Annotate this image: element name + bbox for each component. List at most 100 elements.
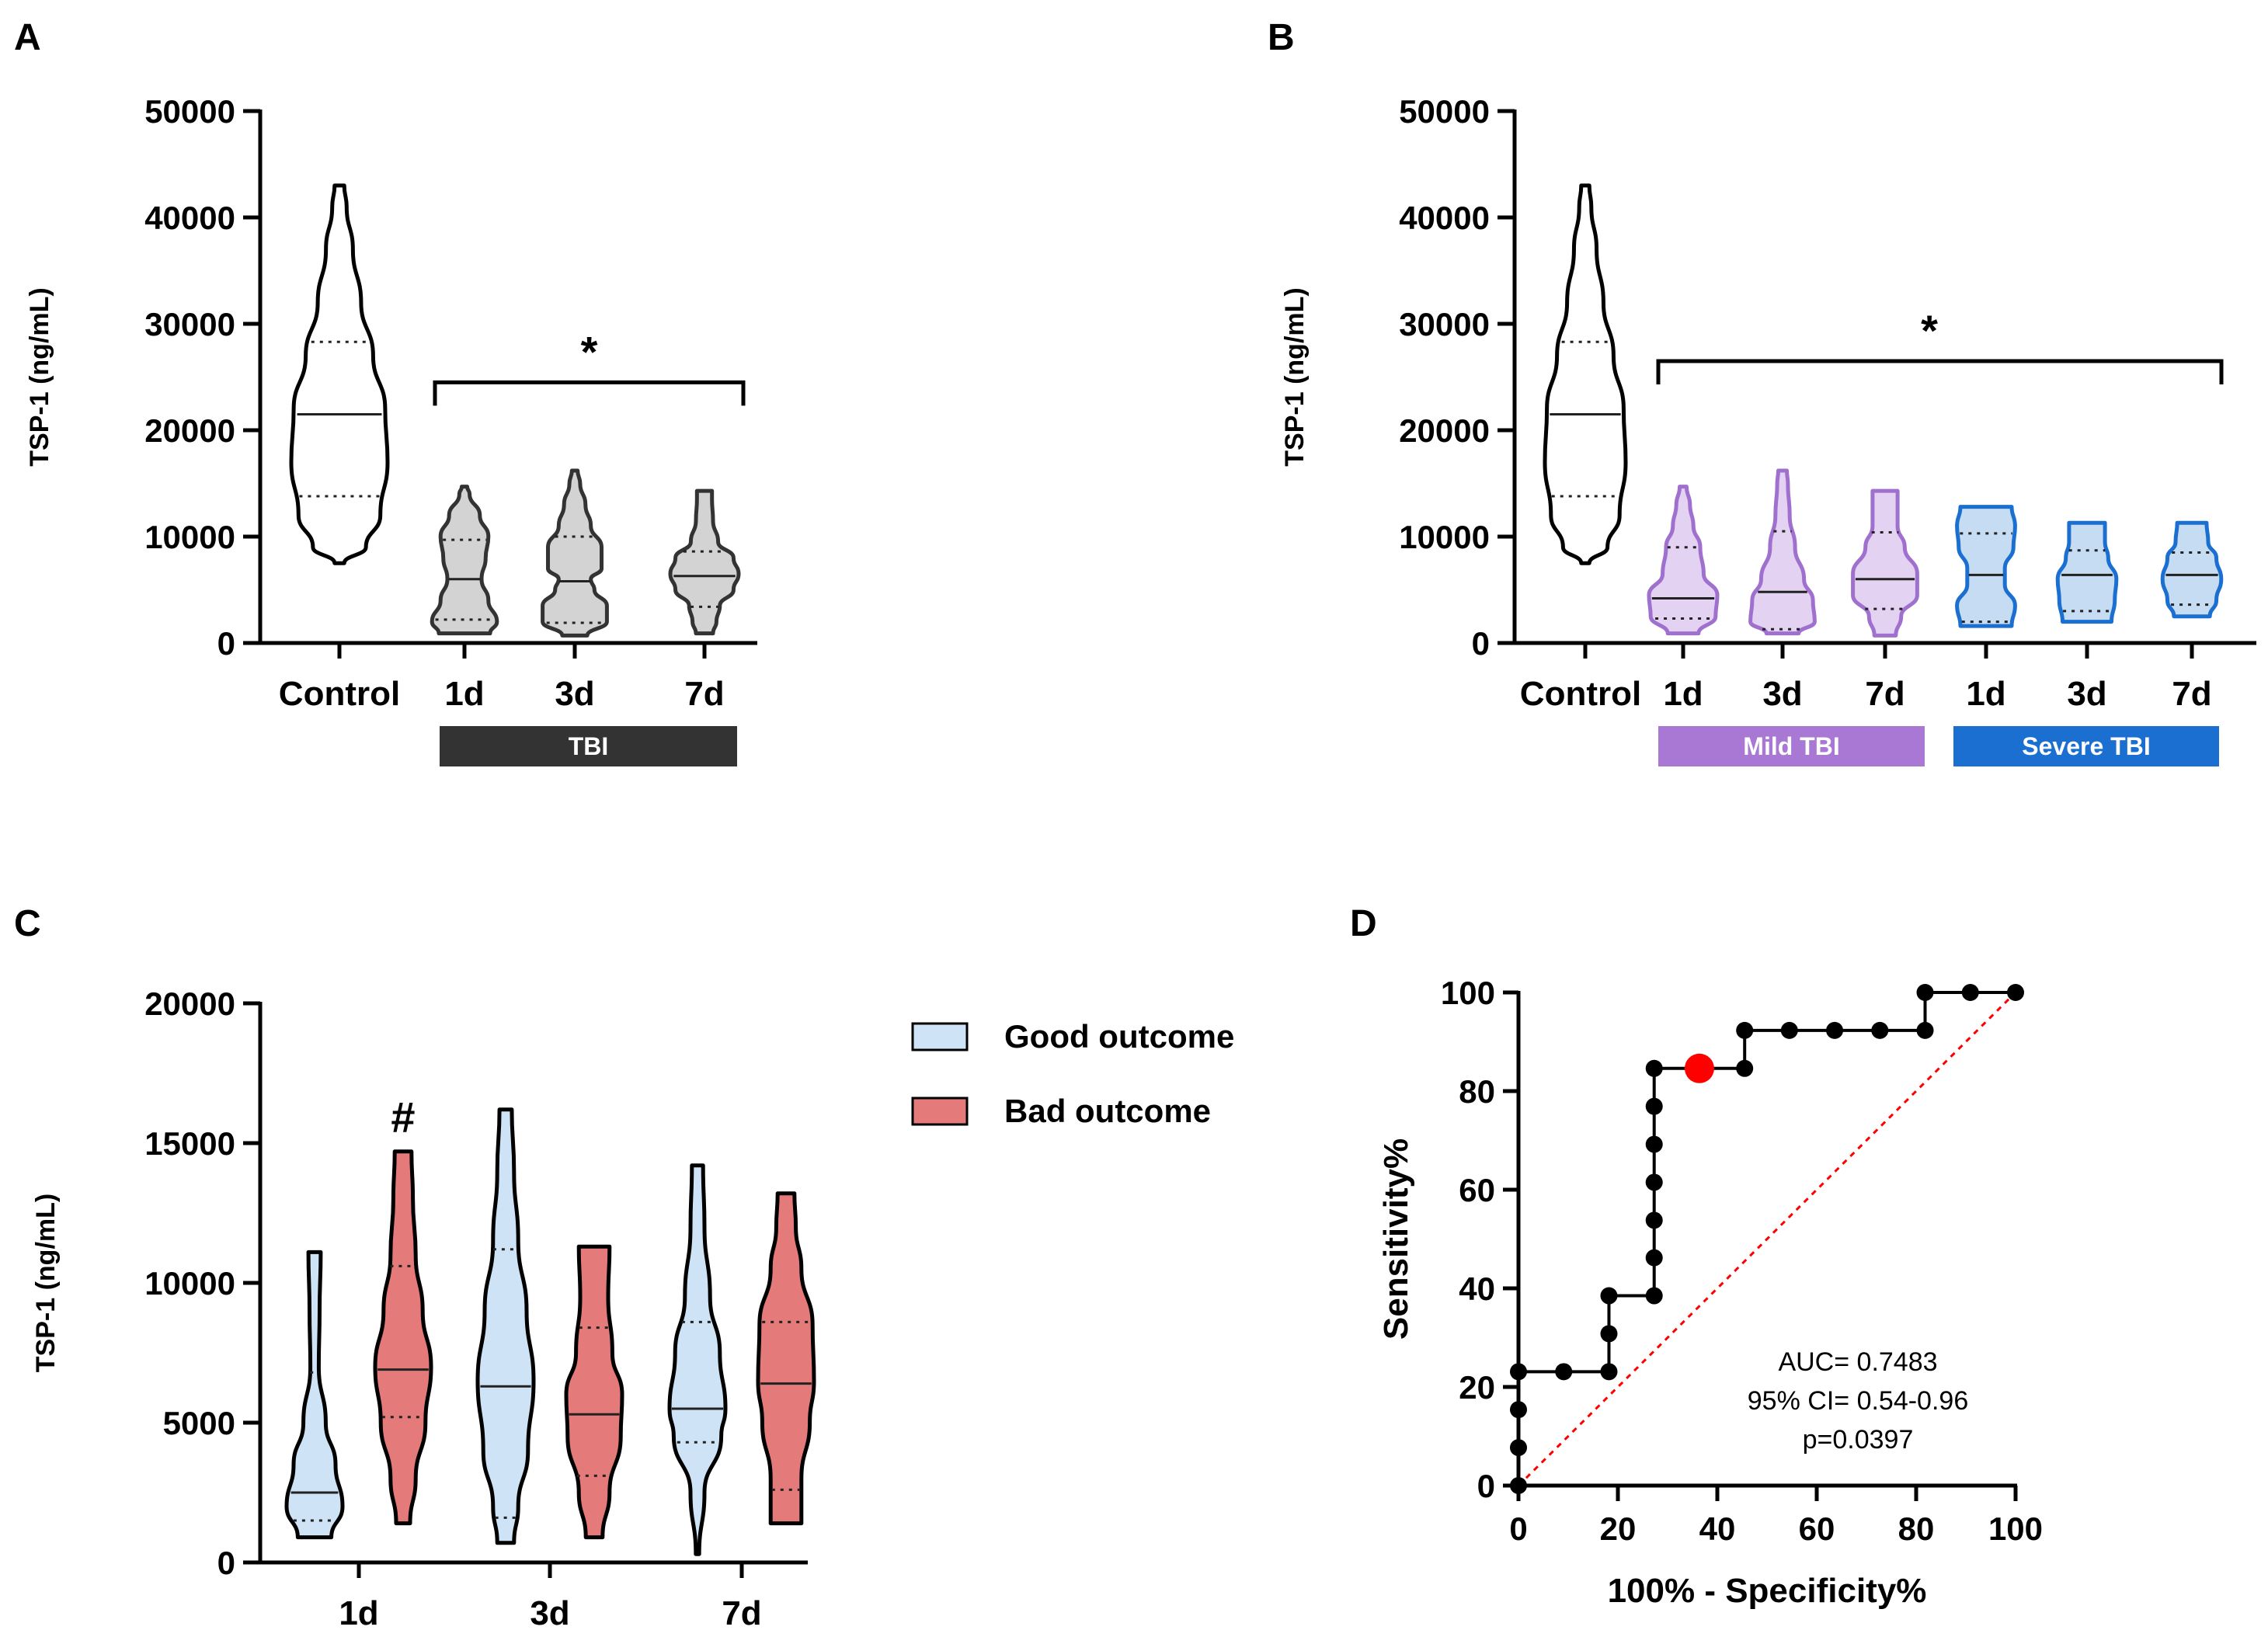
significance-bracket <box>433 380 746 406</box>
violin-body <box>430 485 499 636</box>
y-tick-label: 30000 <box>144 306 235 342</box>
roc-point <box>1961 984 1979 1001</box>
violin-4 <box>1955 505 2017 628</box>
roc-point <box>1645 1287 1663 1305</box>
x-tick-label: 7d <box>1865 675 1904 713</box>
y-tick-label: 10000 <box>144 519 235 555</box>
y-axis-label: TSP-1 (ng/mL) <box>25 287 54 466</box>
violin-1 <box>430 485 499 636</box>
roc-point <box>1780 1021 1798 1039</box>
roc-point <box>1645 1135 1663 1153</box>
y-tick-label: 20000 <box>144 985 235 1022</box>
y-tick-label: 30000 <box>1399 306 1490 342</box>
roc-stat-text: AUC= 0.7483 <box>1778 1347 1937 1377</box>
legend-swatch <box>911 1022 969 1051</box>
y-tick-label: 20000 <box>144 412 235 449</box>
legend-label: Bad outcome <box>1004 1093 1211 1129</box>
roc-point <box>1600 1363 1618 1381</box>
roc-point <box>1645 1249 1663 1267</box>
roc-point <box>1600 1287 1618 1305</box>
y-tick-label: 100 <box>1441 975 1495 1011</box>
legend-swatch <box>911 1097 969 1126</box>
y-tick-label: 10000 <box>1399 519 1490 555</box>
y-tick-label: 10000 <box>144 1265 235 1302</box>
reference-diagonal-line <box>1517 991 2017 1487</box>
y-tick-label: 60 <box>1459 1172 1495 1208</box>
violin-2 <box>1748 468 1817 636</box>
roc-point <box>1645 1097 1663 1115</box>
roc-point <box>1736 1021 1754 1039</box>
group-bar-label: TBI <box>569 732 609 760</box>
roc-point <box>1736 1059 1754 1077</box>
roc-point <box>1916 984 1934 1001</box>
x-tick-label: 1d <box>1966 675 2005 713</box>
violin-body <box>756 1191 816 1526</box>
violin-1-2 <box>756 1191 816 1526</box>
y-tick-label: 40000 <box>1399 200 1490 236</box>
roc-point <box>1510 1401 1527 1419</box>
y-tick-label: 0 <box>217 1545 235 1581</box>
x-tick-label: 3d <box>555 675 594 713</box>
y-axis-label: TSP-1 (ng/mL) <box>31 1194 61 1372</box>
panel-letter-b: B <box>1268 17 1295 58</box>
violin-body <box>475 1107 536 1545</box>
violin-body <box>668 488 741 636</box>
x-tick-label: Control <box>1520 675 1641 713</box>
roc-point <box>2007 984 2024 1001</box>
significance-star: * <box>581 327 598 376</box>
violin-body <box>2055 520 2119 624</box>
roc-point <box>1510 1363 1527 1381</box>
violin-0-2 <box>667 1163 728 1556</box>
significance-bracket <box>1656 359 2224 384</box>
group-bar-label: Mild TBI <box>1743 732 1839 760</box>
group-bar-mild <box>1658 726 1925 766</box>
y-tick-label: 15000 <box>144 1125 235 1162</box>
violin-1 <box>1647 485 1720 636</box>
violin-5 <box>2055 520 2119 624</box>
violin-body <box>1543 183 1628 565</box>
x-tick-label: 100 <box>1988 1510 2043 1547</box>
panel-letter-d: D <box>1350 903 1377 944</box>
roc-point <box>1555 1363 1573 1381</box>
group-bar-label: Severe TBI <box>2022 732 2150 760</box>
panel-letter-a: A <box>14 17 41 58</box>
panel-c-violin-chart: 0 5000 10000 15000 20000 TSP-1 (ng/mL) 1d 3d 7d #… <box>31 985 1234 1632</box>
x-tick-label: 1d <box>339 1594 378 1632</box>
group-bar-severe <box>1953 726 2219 766</box>
x-tick-label: 7d <box>684 675 724 713</box>
violin-3 <box>668 488 741 636</box>
y-tick-label: 20 <box>1459 1369 1495 1406</box>
roc-point <box>1871 1021 1889 1039</box>
y-tick-label: 40000 <box>144 200 235 236</box>
y-tick-label: 20000 <box>1399 412 1490 449</box>
violin-body <box>564 1244 624 1540</box>
panel-b-violin-chart: 0 10000 20000 30000 40000 50000 TSP-1 (ng/mL) C… <box>1280 93 2256 766</box>
violin-0 <box>1543 183 1628 565</box>
violin-6 <box>2160 520 2224 619</box>
violin-body <box>2160 520 2224 619</box>
y-tick-label: 0 <box>1477 1468 1495 1504</box>
x-tick-label: Control <box>279 675 400 713</box>
violin-body <box>1955 505 2017 628</box>
x-tick-label: 3d <box>1762 675 1802 713</box>
roc-point <box>1600 1325 1618 1343</box>
y-tick-label: 5000 <box>163 1405 235 1441</box>
x-tick-label: 40 <box>1699 1510 1736 1547</box>
y-axis-label: Sensitivity% <box>1377 1138 1415 1340</box>
violin-body <box>1647 485 1720 636</box>
roc-point <box>1826 1021 1844 1039</box>
y-tick-label: 0 <box>217 625 235 662</box>
group-bar-tbi <box>440 726 737 766</box>
x-tick-label: 0 <box>1509 1510 1527 1547</box>
roc-point <box>1510 1477 1527 1494</box>
violin-body <box>373 1149 433 1526</box>
x-axis-label: 100% - Specificity% <box>1608 1572 1927 1610</box>
violin-body <box>667 1163 728 1556</box>
violin-2 <box>541 468 609 638</box>
roc-point <box>1645 1059 1663 1077</box>
x-tick-label: 1d <box>1663 675 1703 713</box>
y-tick-label: 50000 <box>144 93 235 130</box>
panel-letter-c: C <box>14 903 41 944</box>
violin-1-0 <box>373 1149 433 1526</box>
